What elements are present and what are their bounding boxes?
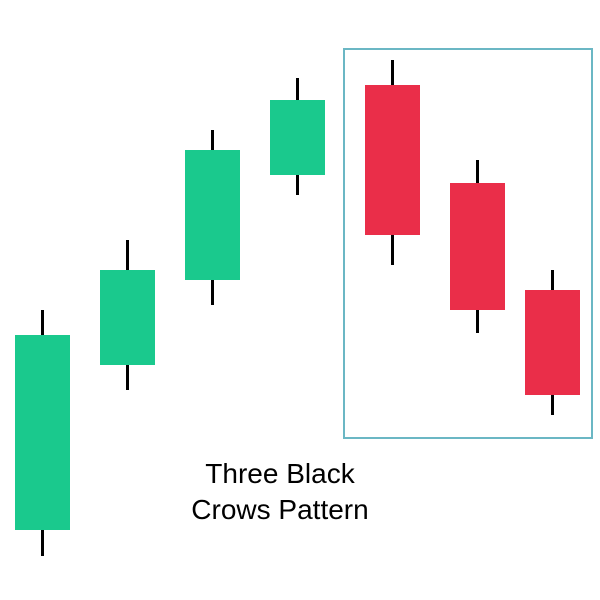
candle-body bbox=[185, 150, 240, 280]
caption-line-2: Crows Pattern bbox=[160, 492, 400, 528]
candle-0 bbox=[15, 0, 70, 600]
candle-body bbox=[15, 335, 70, 530]
candle-body bbox=[270, 100, 325, 175]
candle-body bbox=[100, 270, 155, 365]
pattern-highlight-box bbox=[343, 48, 593, 439]
caption-line-1: Three Black bbox=[160, 456, 400, 492]
candlestick-chart: Three Black Crows Pattern bbox=[0, 0, 600, 600]
chart-caption: Three Black Crows Pattern bbox=[160, 456, 400, 529]
candle-1 bbox=[100, 0, 155, 600]
